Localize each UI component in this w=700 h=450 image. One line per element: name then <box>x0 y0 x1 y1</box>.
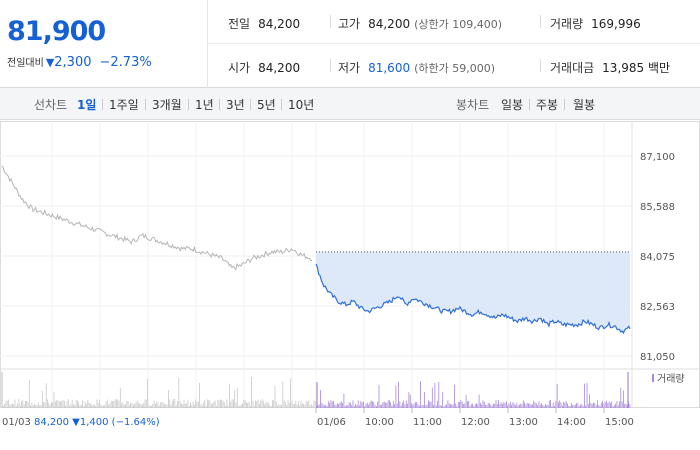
price-lines <box>1 165 631 335</box>
change-row: 전일대비 ▼2,300 −2.73% <box>7 54 152 70</box>
stats-row-1: 전일 84,200 고가 84,200 (상한가 109,400) 거래량 169,99… <box>208 0 700 44</box>
volume-legend-label: 거래량 <box>657 373 685 385</box>
stat-trade-amount: 거래대금 13,985 백만 <box>550 59 670 76</box>
y-axis-ticks: 87,100 85,588 84,075 82,563 81,050 <box>640 152 675 363</box>
x-tick-label: 14:00 <box>557 417 586 428</box>
y-tick-label: 85,588 <box>640 202 675 213</box>
prev-day-summary-label: 84,200 ▼1,400 (−1.64%) <box>34 417 160 428</box>
current-price: 81,900 <box>7 16 106 47</box>
x-tick-label: 12:00 <box>461 417 490 428</box>
divider <box>540 59 541 72</box>
stat-open: 시가 84,200 <box>228 59 300 76</box>
tab-10y[interactable]: 10년 <box>288 98 315 112</box>
tab-3y[interactable]: 3년 <box>226 98 245 112</box>
divider <box>219 99 220 110</box>
y-tick-label: 82,563 <box>640 302 675 313</box>
stat-high-value: 84,200 <box>368 17 411 31</box>
x-tick-label: 01/06 <box>317 417 346 428</box>
stat-volume: 거래량 169,996 <box>550 15 641 32</box>
divider <box>529 99 530 110</box>
chart-grid <box>0 121 700 408</box>
stat-low-value: 81,600 <box>368 61 411 75</box>
stat-open-label: 시가 <box>228 61 251 75</box>
stat-lower-limit: (하한가 59,000) <box>414 62 496 75</box>
x-tick-label: 10:00 <box>365 417 394 428</box>
change-label: 전일대비 <box>7 58 44 69</box>
stat-prev-close-value: 84,200 <box>258 17 301 31</box>
tab-3m[interactable]: 3개월 <box>152 98 182 112</box>
stat-volume-value: 169,996 <box>591 17 641 31</box>
x-axis-ticks: 01/03 84,200 ▼1,400 (−1.64%) 01/06 10:00 11:… <box>2 408 634 428</box>
chart-svg: 87,100 85,588 84,075 82,563 81,050 거래량 01/03… <box>0 121 700 428</box>
down-arrow-icon: ▼ <box>45 56 55 69</box>
divider <box>188 99 189 110</box>
stat-trade-amount-label: 거래대금 <box>550 61 595 75</box>
y-tick-label: 87,100 <box>640 152 675 163</box>
y-tick-label: 81,050 <box>640 352 675 363</box>
price-box: 81,900 전일대비 ▼2,300 −2.73% <box>0 0 208 88</box>
divider <box>564 99 565 110</box>
today-price-line <box>315 263 631 335</box>
y-tick-label: 84,075 <box>640 252 675 263</box>
stat-trade-amount-value: 13,985 백만 <box>602 61 671 75</box>
divider <box>540 15 541 28</box>
divider <box>330 15 331 28</box>
volume-bars: 거래량 <box>1 372 685 408</box>
reference-area <box>316 251 630 333</box>
line-chart-label: 선차트 <box>34 98 68 112</box>
tab-1y[interactable]: 1년 <box>195 98 214 112</box>
tab-5y[interactable]: 5년 <box>257 98 276 112</box>
stock-summary: 81,900 전일대비 ▼2,300 −2.73% 전일 84,200 고가 84,20… <box>0 0 700 88</box>
chart-period-tabs: 선차트 1일 1주일 3개월 1년 3년 5년 10년 봉차트 일봉 주봉 월봉 <box>0 88 700 120</box>
tab-1w[interactable]: 1주일 <box>109 98 139 112</box>
divider <box>281 99 282 110</box>
price-chart[interactable]: 87,100 85,588 84,075 82,563 81,050 거래량 01/03… <box>0 121 700 450</box>
stat-low-label: 저가 <box>338 61 361 75</box>
volume-legend-swatch <box>652 374 654 382</box>
stat-high: 고가 84,200 (상한가 109,400) <box>338 15 502 32</box>
tab-1d[interactable]: 1일 <box>77 98 97 112</box>
divider <box>145 99 146 110</box>
stats-row-2: 시가 84,200 저가 81,600 (하한가 59,000) 거래대금 13,985… <box>208 44 700 88</box>
stat-high-label: 고가 <box>338 17 361 31</box>
stat-volume-label: 거래량 <box>550 17 584 31</box>
below-reference-fill <box>316 251 630 333</box>
stat-low: 저가 81,600 (하한가 59,000) <box>338 59 495 76</box>
prev-day-date-label: 01/03 <box>2 417 31 428</box>
tab-weekly[interactable]: 주봉 <box>536 98 559 112</box>
change-value: 2,300 <box>54 55 92 70</box>
x-tick-label: 13:00 <box>509 417 538 428</box>
change-percent: −2.73% <box>99 55 152 70</box>
stat-upper-limit: (상한가 109,400) <box>414 18 503 31</box>
divider <box>250 99 251 110</box>
candle-chart-label: 봉차트 <box>456 98 490 112</box>
x-tick-label: 11:00 <box>413 417 442 428</box>
divider <box>330 59 331 72</box>
stat-prev-close-label: 전일 <box>228 17 251 31</box>
divider <box>102 99 103 110</box>
stats-panel: 전일 84,200 고가 84,200 (상한가 109,400) 거래량 169,99… <box>208 0 700 88</box>
tab-monthly[interactable]: 월봉 <box>573 98 596 112</box>
prev-day-line <box>1 165 313 271</box>
x-tick-label: 15:00 <box>605 417 634 428</box>
stat-open-value: 84,200 <box>258 61 301 75</box>
tab-daily[interactable]: 일봉 <box>501 98 524 112</box>
stat-prev-close: 전일 84,200 <box>228 15 300 32</box>
